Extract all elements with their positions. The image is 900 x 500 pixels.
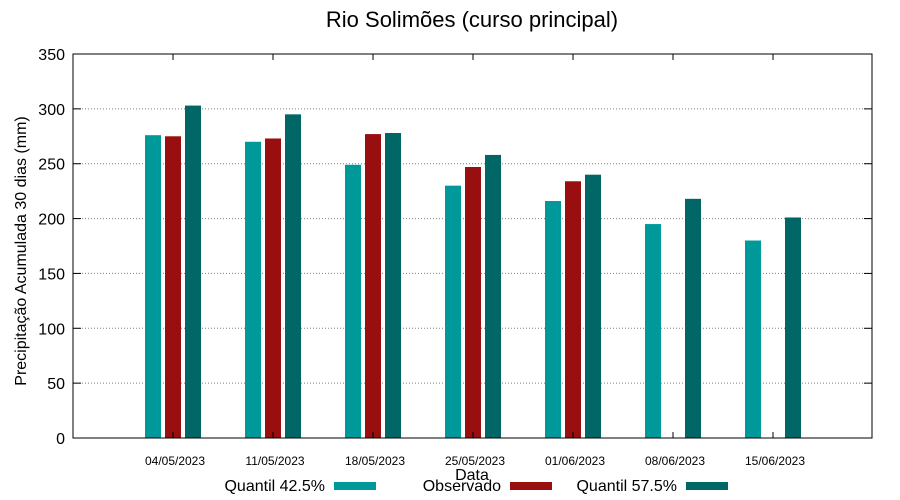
y-tick-label: 200 — [38, 212, 65, 229]
legend-swatch — [334, 482, 376, 490]
x-tick-label: 18/05/2023 — [345, 454, 405, 468]
bar — [485, 154, 501, 439]
y-tick-label: 350 — [38, 47, 65, 64]
bar — [385, 132, 401, 438]
y-tick-label: 300 — [38, 102, 65, 119]
x-tick-label: 25/05/2023 — [445, 454, 505, 468]
bar — [345, 164, 361, 438]
y-axis-label: Precipitação Acumulada 30 dias (mm) — [13, 116, 30, 385]
chart-title: Rio Solimões (curso principal) — [326, 7, 618, 32]
bars — [145, 105, 801, 439]
bar — [685, 198, 701, 438]
x-tick-label: 01/06/2023 — [545, 454, 605, 468]
bar — [165, 136, 181, 439]
y-axis-ticks: 0 50 100 150 200 250 300 350 — [38, 47, 872, 448]
y-tick-label: 50 — [47, 376, 65, 393]
bar — [545, 201, 561, 438]
bar — [365, 134, 381, 438]
legend-swatch — [686, 482, 728, 490]
bar — [185, 105, 201, 439]
bar — [245, 141, 261, 438]
y-tick-label: 100 — [38, 321, 65, 338]
x-axis-label: Data — [455, 467, 489, 484]
legend-label: Quantil 57.5% — [576, 478, 677, 495]
y-tick-label: 150 — [38, 266, 65, 283]
bar — [145, 135, 161, 438]
y-tick-label: 0 — [56, 431, 65, 448]
bar — [745, 240, 761, 438]
x-tick-label: 08/06/2023 — [645, 454, 705, 468]
legend: Quantil 42.5% Observado Quantil 57.5% — [224, 478, 728, 495]
x-axis-ticks: 04/05/2023 11/05/2023 18/05/2023 25/05/2023… — [145, 54, 805, 468]
y-tick-label: 250 — [38, 157, 65, 174]
x-tick-label: 04/05/2023 — [145, 454, 205, 468]
legend-label: Quantil 42.5% — [224, 478, 325, 495]
bar — [465, 167, 481, 438]
x-tick-label: 11/05/2023 — [245, 454, 304, 468]
bar — [285, 114, 301, 438]
plot-frame — [72, 53, 873, 439]
bar — [565, 181, 581, 439]
x-tick-label: 15/06/2023 — [745, 454, 805, 468]
legend-swatch — [510, 482, 552, 490]
bar — [445, 185, 461, 438]
bar — [645, 224, 661, 438]
bar — [785, 217, 801, 438]
bar — [265, 138, 281, 439]
bar — [585, 174, 601, 438]
legend-label: Observado — [423, 478, 501, 495]
